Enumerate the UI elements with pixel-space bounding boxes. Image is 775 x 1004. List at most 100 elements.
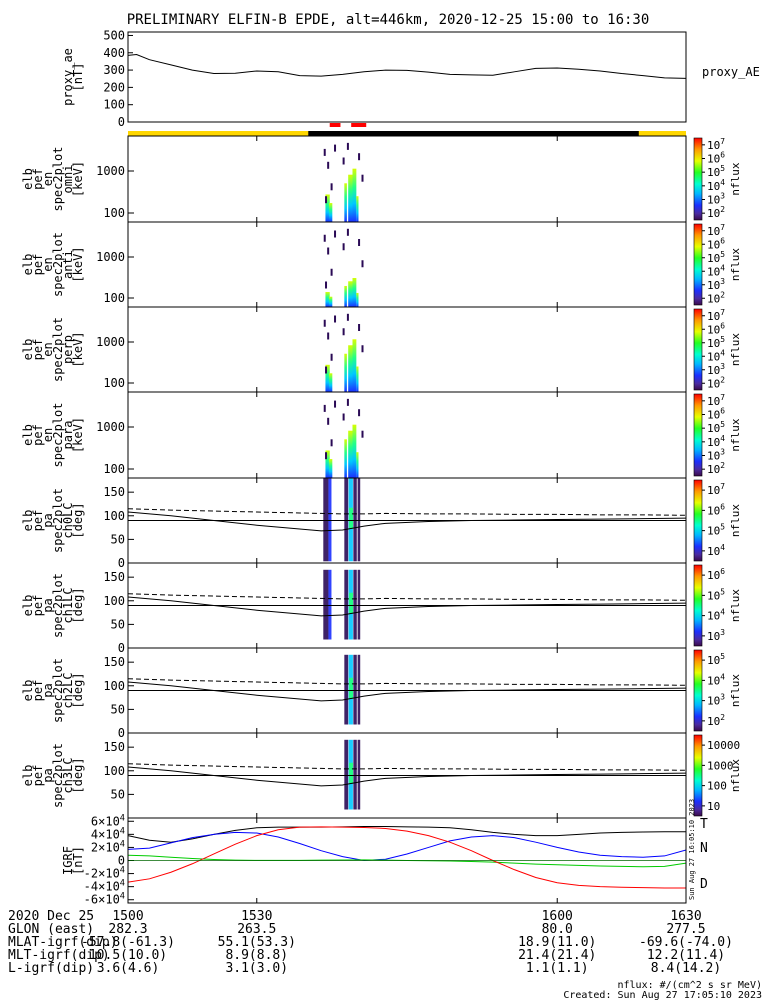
- colorbar-7-tick-label: 103: [707, 693, 725, 708]
- spectrogram-ylabel-6-line-5: [deg]: [71, 587, 85, 623]
- spectrogram-column: [348, 345, 353, 392]
- igrf-y-tick-label: 2×104: [91, 839, 125, 854]
- spectrogram-speck: [342, 157, 345, 165]
- spectrogram-speck: [334, 400, 337, 408]
- spectrogram-column: [328, 373, 333, 392]
- spectrogram-column: [352, 168, 357, 222]
- spectrogram-ylabel-8-line-3: spec2plot: [51, 743, 65, 808]
- spectrogram-ylabel-4-line-3: spec2plot: [51, 402, 65, 467]
- spectrogram-ylabel-2-line-1: pef: [31, 254, 45, 276]
- colorbar-1-label: nflux: [729, 162, 742, 195]
- pa-y-tick-label: 50: [111, 617, 125, 631]
- igrf-y-tick-label: 0: [118, 854, 125, 868]
- pa-y-tick-label: 150: [103, 485, 125, 499]
- proxy-ae-ylabel-line-1: [nT]: [71, 63, 85, 92]
- igrf-ylabel-line-0: IGRF: [61, 846, 75, 875]
- spectrogram-ylabel-6-line-3: spec2plot: [51, 573, 65, 638]
- spectrogram-column: [348, 281, 353, 307]
- spectrogram-ylabel-3-line-0: elb: [21, 339, 35, 361]
- colorbar-6-tick-label: 103: [707, 628, 725, 643]
- colorbar-1-bar: [693, 137, 703, 221]
- spectrogram-speck: [342, 243, 345, 251]
- ephemeris-row-label: MLAT-igrf(dip): [8, 935, 118, 950]
- spectrogram-speck: [361, 260, 364, 268]
- spectrogram-speck: [330, 353, 333, 361]
- ephemeris-value: 282.3: [108, 922, 147, 937]
- pa-y-tick-label: 100: [103, 509, 125, 523]
- colorbar-6-tick-label: 104: [707, 608, 725, 623]
- pa-spectrogram-core: [349, 677, 354, 699]
- spectrogram-speck: [346, 398, 349, 406]
- spectrogram-ylabel-5-line-0: elb: [21, 510, 35, 532]
- spectrogram-ylabel-7-line-0: elb: [21, 680, 35, 702]
- loss-cone-line: [127, 766, 687, 787]
- spectrogram-column: [328, 459, 333, 478]
- side-timestamp: Sun Aug 27 16:05:10 2023: [688, 799, 696, 900]
- ephemeris-value: 8.9(8.8): [225, 948, 288, 963]
- pa-y-tick-label: 150: [103, 740, 125, 754]
- pa-spectrogram-column: [328, 478, 332, 562]
- sunlight-bar: [128, 123, 686, 136]
- colorbar-7-tick-label: 105: [707, 652, 725, 667]
- colorbar-1-tick-label: 102: [707, 205, 725, 220]
- spectrogram-ylabel-8-line-1: pef: [31, 765, 45, 787]
- ephemeris-row-label: MLT-igrf(dip): [8, 948, 110, 963]
- science-zone-marker: [329, 123, 341, 127]
- spectrogram-speck: [358, 409, 361, 417]
- pa-y-tick-label: 50: [111, 702, 125, 716]
- colorbar-4-bar: [693, 393, 703, 477]
- spec-y-tick-label: 100: [103, 291, 125, 305]
- spectrogram-ylabel-6-line-4: ch1LC: [61, 587, 75, 623]
- spectrogram-ylabel-6-line-0: elb: [21, 595, 35, 617]
- spectrogram-ylabel-4-line-1: pef: [31, 424, 45, 446]
- igrf-legend-N: N: [700, 841, 708, 856]
- pa-spectrogram-column: [357, 654, 361, 725]
- units-footnote: nflux: #/(cm^2 s sr MeV): [618, 980, 763, 991]
- ephemeris-value: -69.6(-74.0): [639, 935, 733, 950]
- spectrogram-column: [352, 424, 357, 478]
- spectrogram-ylabel-1-line-0: elb: [21, 168, 35, 190]
- anti-loss-cone-line: [127, 508, 687, 516]
- spectrogram-ylabel-5-line-5: [deg]: [71, 502, 85, 538]
- colorbar-4-label: nflux: [729, 418, 742, 451]
- spectrogram-column: [325, 450, 330, 478]
- spectrogram-ylabel-5-line-2: pa: [41, 513, 55, 527]
- proxy-ae-legend: proxy_AE: [702, 65, 760, 79]
- igrf-line-N: [127, 831, 687, 862]
- spectrogram-ylabel-1-line-1: pef: [31, 168, 45, 190]
- ephemeris-value: 18.9(11.0): [518, 935, 596, 950]
- spectrogram-speck: [327, 417, 330, 425]
- igrf-line-D: [127, 826, 686, 889]
- colorbar-6-bar: [693, 564, 703, 647]
- spectrogram-ylabel-2-line-5: [keV]: [71, 246, 85, 282]
- pa-spectrogram-core: [349, 507, 354, 529]
- spectrogram-ylabel-7-line-3: spec2plot: [51, 658, 65, 723]
- spectrogram-column: [356, 366, 359, 392]
- proxy-ae-y-tick-label: 300: [103, 63, 125, 77]
- spectrogram-speck: [334, 315, 337, 323]
- igrf-line-z: [127, 854, 687, 868]
- spec-y-tick-label: 1000: [96, 420, 125, 434]
- spectrogram-ylabel-2-line-0: elb: [21, 254, 35, 276]
- spectrogram-ylabel-1-line-3: spec2plot: [51, 146, 65, 211]
- spec-y-tick-label: 1000: [96, 250, 125, 264]
- spectrogram-column: [352, 339, 357, 392]
- ephemeris-value: -57.8(-61.3): [81, 935, 175, 950]
- ephemeris-value: 10.5(10.0): [89, 948, 167, 963]
- spectrogram-ylabel-8-line-5: [deg]: [71, 757, 85, 793]
- proxy-ae-y-tick-label: 200: [103, 80, 125, 94]
- spectrogram-ylabel-6-line-1: pef: [31, 595, 45, 617]
- ephemeris-date: 2020 Dec 25: [8, 909, 94, 924]
- pa-y-tick-label: 100: [103, 764, 125, 778]
- anti-loss-cone-line: [127, 593, 687, 601]
- spectrogram-speck: [325, 366, 328, 374]
- proxy-ae-y-tick-label: 100: [103, 98, 125, 112]
- igrf-y-tick-label: 4×104: [91, 826, 125, 841]
- pa-spectrogram-column: [344, 569, 349, 640]
